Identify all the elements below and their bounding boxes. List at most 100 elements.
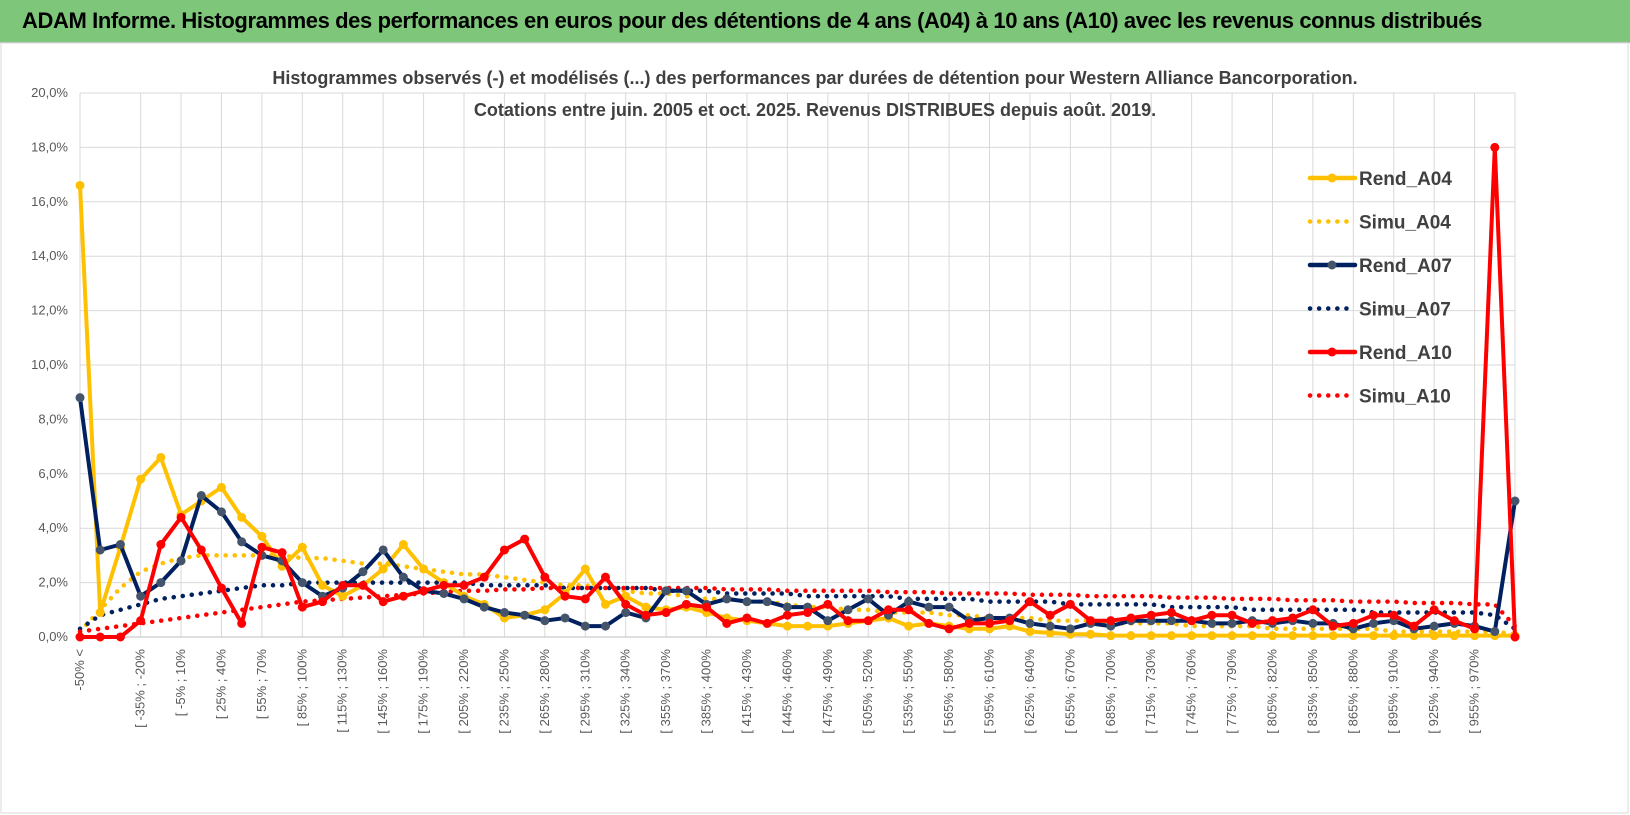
data-point-rend-a04 xyxy=(156,452,166,462)
data-point-rend-a10 xyxy=(1126,613,1136,623)
data-point-rend-a07 xyxy=(580,621,590,631)
data-point-rend-a07 xyxy=(944,602,954,612)
data-point-rend-a10 xyxy=(156,540,166,550)
legend-item-rend-a07: Rend_A07 xyxy=(1307,256,1452,277)
data-point-rend-a10 xyxy=(904,605,914,615)
x-tick-label: [ 835% ; 850% xyxy=(1305,649,1320,734)
gridlines xyxy=(79,92,1516,638)
data-point-rend-a10 xyxy=(520,534,530,544)
data-point-rend-a07 xyxy=(75,393,85,403)
x-tick-label: [ 175% ; 190% xyxy=(416,649,431,734)
data-point-rend-a10 xyxy=(742,613,752,623)
x-tick-label: [ 55% ; 70% xyxy=(254,649,269,720)
data-point-rend-a10 xyxy=(803,608,813,618)
data-point-rend-a10 xyxy=(1005,616,1015,626)
data-point-rend-a04 xyxy=(338,591,348,601)
data-point-rend-a10 xyxy=(1086,616,1096,626)
x-tick-label: [ 415% ; 430% xyxy=(739,649,754,734)
data-point-rend-a04 xyxy=(1247,631,1257,641)
x-tick-label: [ 745% ; 760% xyxy=(1184,649,1199,734)
y-tick-label: 6,0% xyxy=(38,466,68,481)
legend-item-simu-a07: Simu_A07 xyxy=(1307,300,1451,321)
data-point-rend-a10 xyxy=(560,591,570,601)
x-tick-label: [ 295% ; 310% xyxy=(577,649,592,734)
chart-title-line2: Cotations entre juin. 2005 et oct. 2025.… xyxy=(474,100,1156,120)
data-point-rend-a10 xyxy=(439,580,449,590)
data-point-rend-a10 xyxy=(863,616,873,626)
data-point-rend-a10 xyxy=(257,542,267,552)
y-axis: 0,0% 2,0% 4,0% 6,0% 8,0% 10,0% 12,0% 14,0% 16,0%… xyxy=(31,85,68,644)
data-point-rend-a07 xyxy=(924,602,934,612)
x-tick-label: [ 955% ; 970% xyxy=(1467,649,1482,734)
data-point-rend-a07 xyxy=(176,556,186,566)
data-point-rend-a07 xyxy=(843,605,853,615)
data-point-rend-a04 xyxy=(1086,629,1096,639)
data-point-rend-a07 xyxy=(661,586,671,596)
x-tick-label: [ 595% ; 610% xyxy=(982,649,997,734)
data-point-rend-a07 xyxy=(1025,618,1035,628)
x-tick-label: [ 265% ; 280% xyxy=(537,649,552,734)
data-point-rend-a10 xyxy=(1308,605,1318,615)
x-tick-label: [ 655% ; 670% xyxy=(1062,649,1077,734)
data-point-rend-a04 xyxy=(1187,631,1197,641)
data-point-rend-a07 xyxy=(621,608,631,618)
x-tick-label: [ 385% ; 400% xyxy=(699,649,714,734)
data-point-rend-a10 xyxy=(843,616,853,626)
data-point-rend-a10 xyxy=(479,572,489,582)
x-tick-label: [ 115% ; 130% xyxy=(335,649,350,733)
legend-marker-rend-a04 xyxy=(1327,173,1337,183)
data-point-rend-a04 xyxy=(904,621,914,631)
data-point-rend-a10 xyxy=(600,572,610,582)
data-point-rend-a10 xyxy=(1409,621,1419,631)
legend-marker-rend-a07 xyxy=(1327,260,1337,270)
data-point-rend-a07 xyxy=(742,597,752,607)
x-tick-label: [ 625% ; 640% xyxy=(1022,649,1037,734)
data-point-rend-a04 xyxy=(75,180,85,190)
data-point-rend-a10 xyxy=(1146,610,1156,620)
data-point-rend-a07 xyxy=(237,537,247,547)
data-point-rend-a07 xyxy=(196,491,206,501)
data-point-rend-a04 xyxy=(1025,627,1035,637)
data-point-rend-a10 xyxy=(1288,613,1298,623)
data-point-rend-a07 xyxy=(479,602,489,612)
legend-item-simu-a10: Simu_A10 xyxy=(1307,387,1451,408)
data-point-rend-a10 xyxy=(924,618,934,628)
data-point-rend-a10 xyxy=(1429,605,1439,615)
data-point-rend-a04 xyxy=(1267,631,1277,641)
data-point-rend-a04 xyxy=(216,482,226,492)
data-point-rend-a10 xyxy=(681,599,691,609)
data-point-rend-a07 xyxy=(95,545,105,555)
data-point-rend-a10 xyxy=(722,618,732,628)
x-tick-label: [ 925% ; 940% xyxy=(1426,649,1441,734)
data-point-rend-a07 xyxy=(378,545,388,555)
data-point-rend-a10 xyxy=(216,583,226,593)
x-tick-label: [ 235% ; 250% xyxy=(496,649,511,734)
data-point-rend-a07 xyxy=(216,507,226,517)
x-tick-label: [ 535% ; 550% xyxy=(901,649,916,734)
data-point-rend-a10 xyxy=(1389,610,1399,620)
data-point-rend-a10 xyxy=(1369,610,1379,620)
data-point-rend-a10 xyxy=(338,580,348,590)
data-point-rend-a10 xyxy=(318,597,328,607)
y-tick-label: 0,0% xyxy=(38,629,68,644)
data-point-rend-a10 xyxy=(540,572,550,582)
data-point-rend-a04 xyxy=(1288,631,1298,641)
banner-title: ADAM Informe. Histogrammes des performan… xyxy=(22,8,1482,33)
data-point-rend-a07 xyxy=(560,613,570,623)
x-tick-label: [ 145% ; 160% xyxy=(375,649,390,734)
x-tick-label: -50% < xyxy=(72,649,87,691)
data-point-rend-a10 xyxy=(277,548,287,558)
y-tick-label: 12,0% xyxy=(31,303,68,318)
legend-label-simu-a10: Simu_A10 xyxy=(1359,387,1451,408)
data-point-rend-a10 xyxy=(702,602,712,612)
data-point-rend-a04 xyxy=(1166,631,1176,641)
data-point-rend-a07 xyxy=(1429,621,1439,631)
data-point-rend-a10 xyxy=(580,594,590,604)
chart-title-line1: Histogrammes observés (-) et modélisés (… xyxy=(272,68,1357,88)
data-point-rend-a07 xyxy=(600,621,610,631)
x-tick-label: [ 895% ; 910% xyxy=(1386,649,1401,734)
legend-marker-rend-a10 xyxy=(1327,347,1337,357)
data-point-rend-a04 xyxy=(1429,631,1439,641)
x-tick-label: [ 685% ; 700% xyxy=(1103,649,1118,734)
data-point-rend-a04 xyxy=(378,564,388,574)
